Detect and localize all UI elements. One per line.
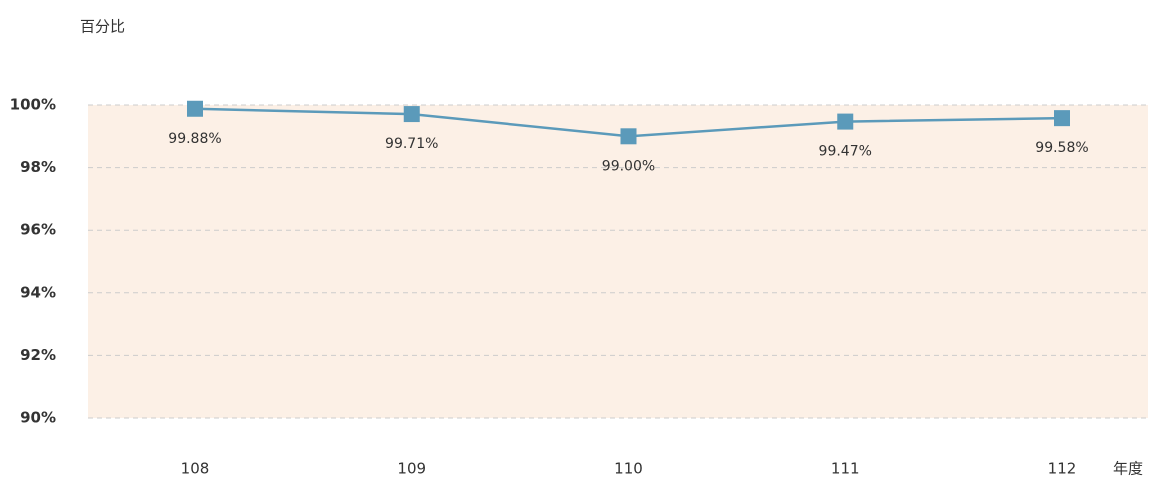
y-tick-label: 92%: [20, 346, 56, 364]
plot-background: [88, 105, 1148, 418]
x-axis-title: 年度: [1113, 460, 1143, 478]
data-point: [1054, 110, 1070, 127]
x-tick-label: 111: [831, 460, 860, 478]
y-tick-label: 100%: [10, 96, 56, 114]
y-tick-label: 94%: [20, 283, 56, 301]
data-point: [837, 113, 854, 130]
x-tick-label: 109: [397, 460, 426, 478]
data-point: [187, 100, 203, 117]
data-label: 99.00%: [602, 158, 655, 174]
x-tick-label: 112: [1048, 460, 1077, 478]
y-tick-label: 98%: [20, 158, 56, 176]
data-label: 99.58%: [1035, 140, 1088, 156]
data-label: 99.71%: [385, 136, 438, 152]
data-label: 99.47%: [819, 144, 872, 160]
data-point: [403, 106, 420, 123]
x-tick-label: 108: [181, 460, 210, 478]
y-tick-label: 96%: [20, 221, 56, 239]
y-axis-title: 百分比: [80, 18, 125, 36]
data-point: [620, 128, 637, 145]
y-tick-label: 90%: [20, 409, 56, 427]
x-tick-label: 110: [614, 460, 643, 478]
data-label: 99.88%: [168, 131, 221, 147]
